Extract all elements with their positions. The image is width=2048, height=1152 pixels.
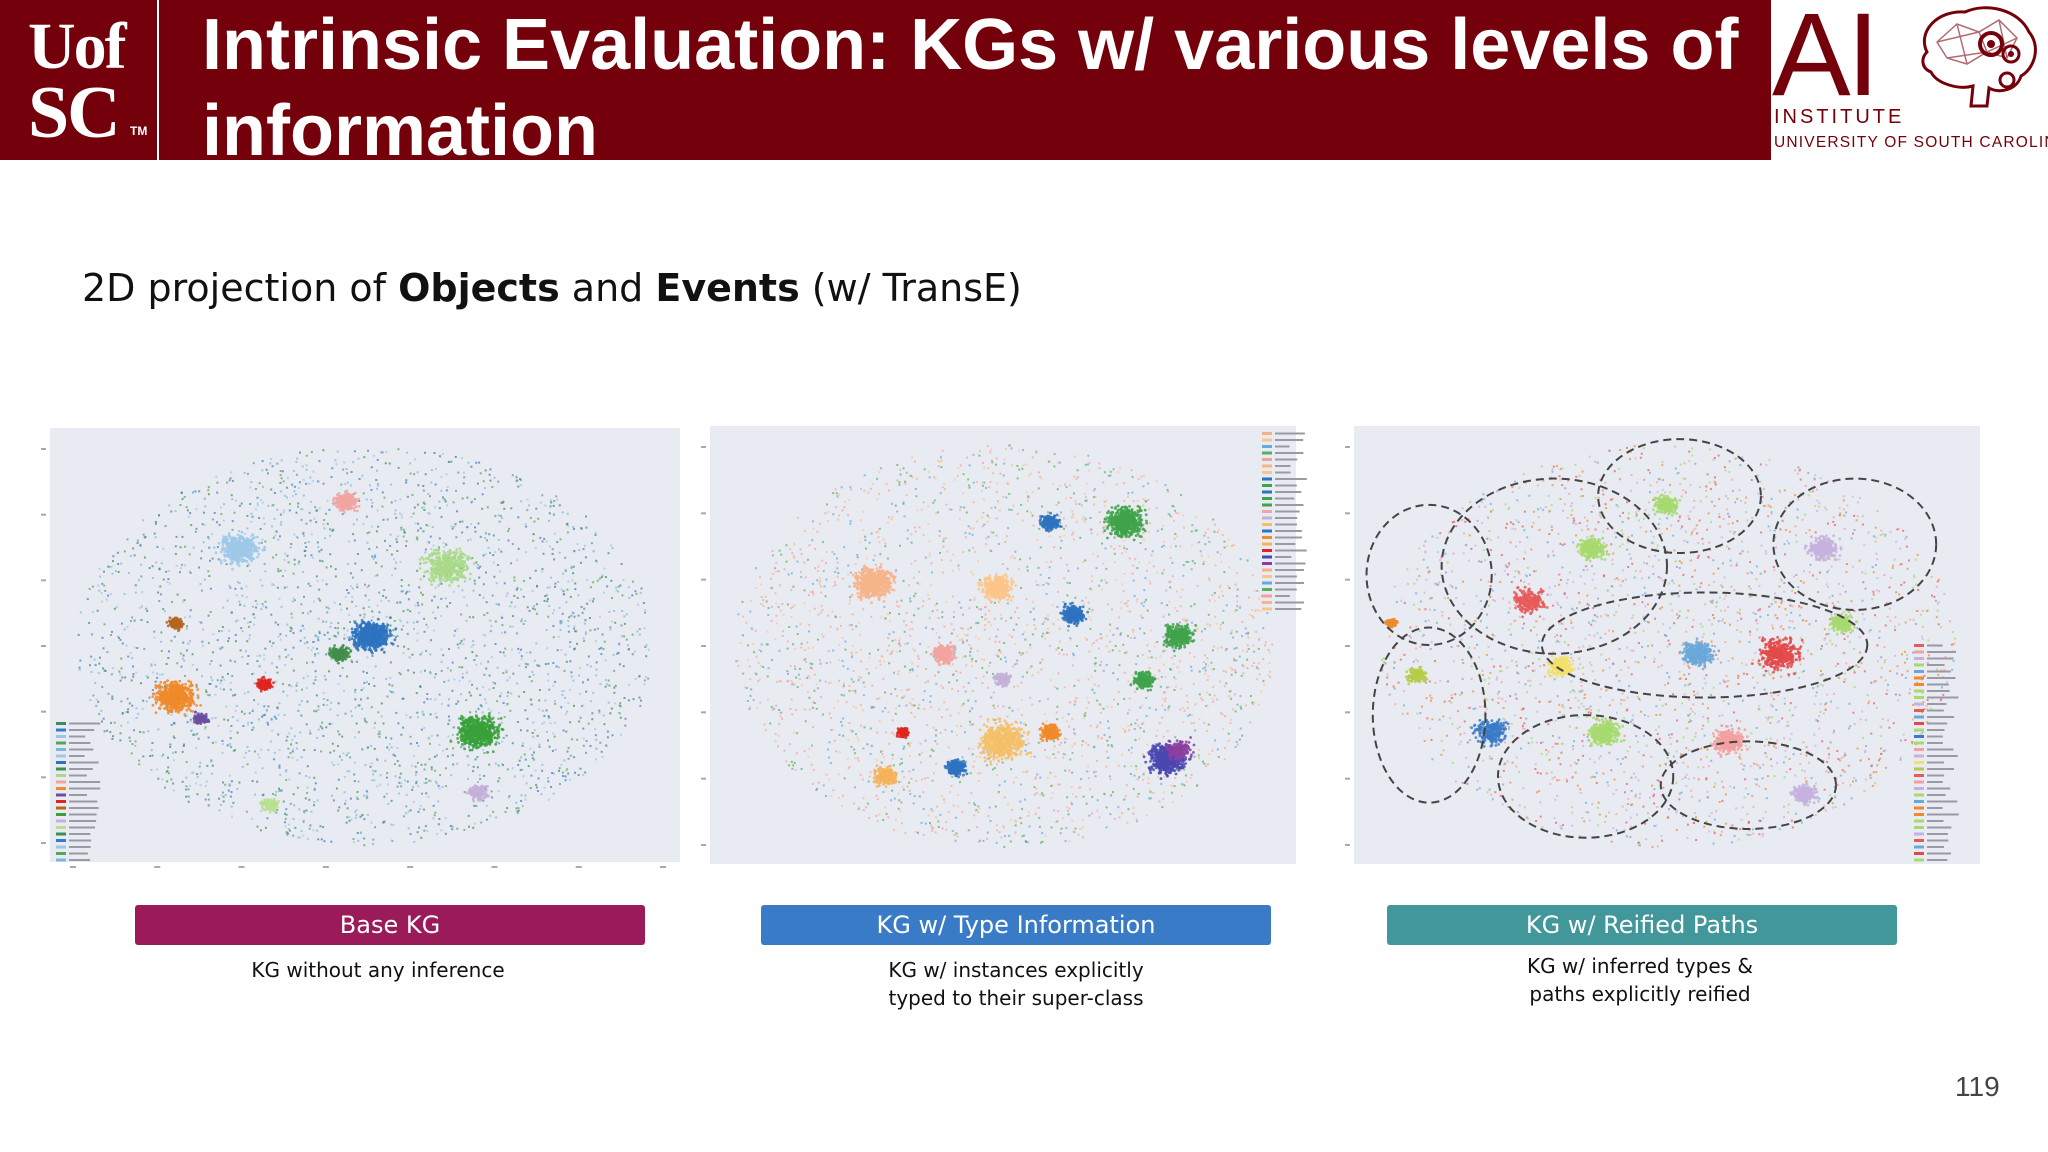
plot-legend — [1262, 432, 1307, 611]
cluster-outline — [1365, 503, 1493, 646]
uofsc-logo-line2: SC — [28, 72, 121, 154]
slide-header: Uof SC TM Intrinsic Evaluation: KGs w/ v… — [0, 0, 1771, 171]
caption-type-information-line1: KG w/ instances explicitly — [888, 958, 1144, 982]
cluster-outline — [1772, 477, 1938, 611]
subtitle-text-post: (w/ TransE) — [799, 266, 1022, 310]
scatter-plot-base-kg — [34, 422, 684, 868]
header-divider — [157, 0, 159, 160]
cluster-outline — [1440, 477, 1669, 655]
caption-type-information-line2: typed to their super-class — [888, 986, 1144, 1010]
scatter-plot-type-information — [700, 422, 1334, 868]
brain-gears-icon — [1921, 6, 2037, 108]
ai-logo-institute: INSTITUTE — [1774, 106, 1905, 128]
caption-reified-paths-line1: KG w/ inferred types & — [1526, 954, 1754, 978]
cluster-outline — [1540, 591, 1869, 699]
uofsc-logo-trademark: TM — [130, 124, 148, 138]
cluster-outline — [1496, 714, 1675, 839]
caption-base-kg-line1: KG without any inference — [251, 958, 505, 982]
slide-subtitle: 2D projection of Objects and Events (w/ … — [82, 266, 1022, 310]
cluster-outline — [1659, 740, 1838, 830]
subtitle-text-pre: 2D projection of — [82, 266, 399, 310]
ai-institute-logo: AI INSTITUTE UNIVERSITY OF SOUTH CAROLIN… — [1772, 0, 2048, 160]
subtitle-objects: Objects — [398, 266, 560, 310]
page-number: 119 — [1955, 1071, 2000, 1102]
plot-area — [710, 426, 1296, 864]
scatter-points — [1381, 445, 1956, 849]
uofsc-logo-line1: Uof — [28, 10, 127, 83]
ai-logo-university: UNIVERSITY OF SOUTH CAROLINA — [1774, 134, 2048, 151]
label-reified-paths: KG w/ Reified Paths — [1387, 905, 1897, 945]
scatter-points — [735, 444, 1274, 848]
uofsc-logo: Uof SC TM — [28, 10, 158, 151]
cluster-outline — [1371, 626, 1487, 804]
caption-base-kg: KG without any inference — [123, 956, 633, 984]
scatter-points — [77, 448, 650, 847]
label-type-information: KG w/ Type Information — [761, 905, 1271, 945]
slide-title: Intrinsic Evaluation: KGs w/ various lev… — [202, 5, 1739, 171]
plot-legend — [56, 722, 101, 862]
label-base-kg: Base KG — [135, 905, 645, 945]
caption-type-information: KG w/ instances explicitly typed to thei… — [761, 956, 1271, 1012]
scatter-plot-reified-paths — [1342, 422, 1992, 868]
plot-legend — [1914, 644, 1959, 862]
ai-logo-letters: AI — [1772, 0, 1879, 121]
subtitle-text-and: and — [559, 266, 656, 310]
caption-reified-paths-line2: paths explicitly reified — [1529, 982, 1751, 1006]
cluster-outline — [1597, 438, 1762, 555]
subtitle-events: Events — [655, 266, 800, 310]
caption-reified-paths: KG w/ inferred types & paths explicitly … — [1385, 952, 1895, 1008]
